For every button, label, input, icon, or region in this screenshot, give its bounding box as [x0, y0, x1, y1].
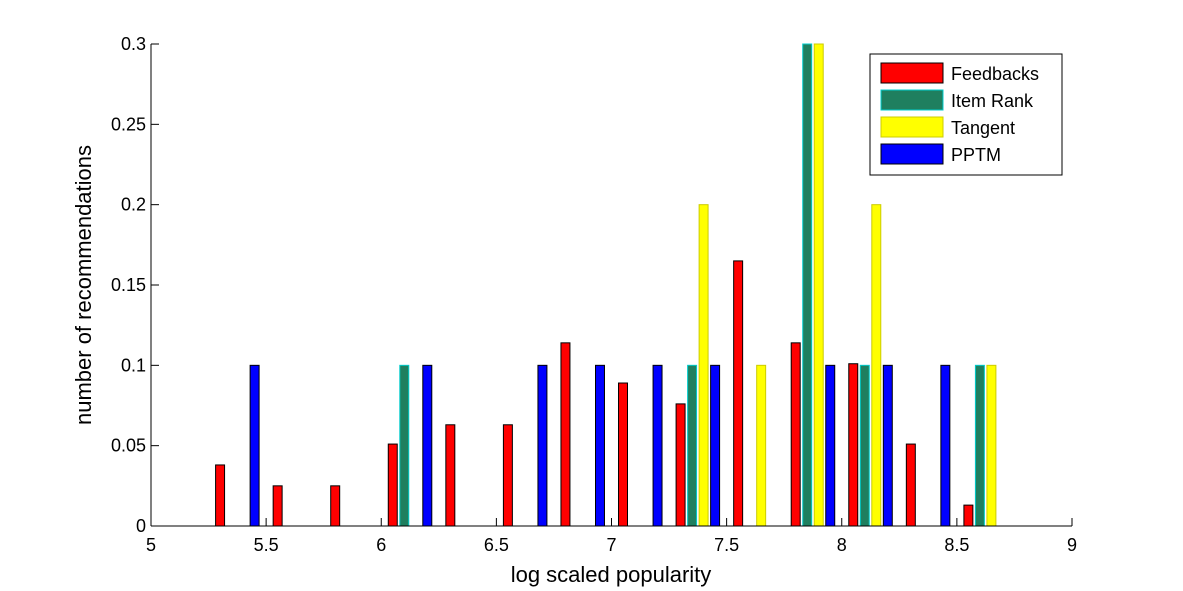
axes-group: 5 5.5 6 6.5 7 7.5 8 8.5 9 0 0.05 0.1 0.15 0.2 0.25 0.3	[111, 34, 1077, 555]
legend-label: Tangent	[951, 118, 1015, 138]
bar-tangent	[698, 204, 709, 527]
legend-label: Item Rank	[951, 91, 1034, 111]
bar-feedbacks	[675, 403, 686, 527]
bar-pptm	[940, 364, 951, 527]
bar-item-rank	[859, 364, 870, 527]
y-tick-label: 0.3	[121, 34, 146, 54]
bar-tangent	[813, 43, 824, 527]
bar-pptm	[882, 364, 893, 527]
x-tick-label: 6	[376, 535, 386, 555]
y-axis-label: number of recommendations	[71, 145, 96, 425]
bar-feedbacks	[330, 485, 341, 527]
y-tick-label: 0.25	[111, 114, 146, 134]
bar-tangent	[871, 204, 882, 527]
bar-feedbacks	[445, 424, 456, 527]
bar-pptm	[537, 364, 548, 527]
bar-tangent	[986, 364, 997, 527]
bar-feedbacks	[387, 443, 398, 527]
x-tick-label: 6.5	[484, 535, 509, 555]
bar-feedbacks	[272, 485, 283, 527]
legend-label: PPTM	[951, 145, 1001, 165]
bar-feedbacks	[790, 342, 801, 527]
x-tick-label: 5.5	[254, 535, 279, 555]
bar-item-rank	[802, 43, 813, 527]
legend-swatch	[880, 62, 944, 84]
x-tick-label: 5	[146, 535, 156, 555]
bar-feedbacks	[963, 504, 974, 527]
bar-feedbacks	[560, 342, 571, 527]
y-tick-label: 0.15	[111, 275, 146, 295]
bar-item-rank	[974, 364, 985, 527]
legend-swatch	[880, 89, 944, 111]
bar-feedbacks	[618, 382, 629, 527]
bar-feedbacks	[502, 424, 513, 527]
legend-swatch	[880, 116, 944, 138]
bar-pptm	[652, 364, 663, 527]
bar-feedbacks	[733, 260, 744, 527]
x-tick-label: 7	[606, 535, 616, 555]
x-tick-label: 8	[837, 535, 847, 555]
bar-feedbacks	[215, 464, 226, 527]
bar-pptm	[710, 364, 721, 527]
x-tick-label: 8.5	[944, 535, 969, 555]
legend-label: Feedbacks	[951, 64, 1039, 84]
y-tick-label: 0	[136, 516, 146, 536]
legend: Feedbacks Item Rank Tangent PPTM	[869, 53, 1063, 176]
y-tick-label: 0.05	[111, 436, 146, 456]
x-tick-label: 7.5	[714, 535, 739, 555]
y-tick-label: 0.1	[121, 355, 146, 375]
x-axis-label: log scaled popularity	[511, 562, 712, 587]
bar-pptm	[422, 364, 433, 527]
bar-feedbacks	[848, 363, 859, 527]
y-tick-label: 0.2	[121, 195, 146, 215]
bar-tangent	[756, 364, 767, 527]
bar-pptm	[249, 364, 260, 527]
bar-pptm	[595, 364, 605, 527]
legend-swatch	[880, 143, 944, 165]
bar-pptm	[825, 364, 836, 527]
bar-feedbacks	[905, 443, 916, 527]
bar-item-rank	[687, 364, 698, 527]
bar-item-rank	[399, 364, 410, 527]
x-tick-label: 9	[1067, 535, 1077, 555]
